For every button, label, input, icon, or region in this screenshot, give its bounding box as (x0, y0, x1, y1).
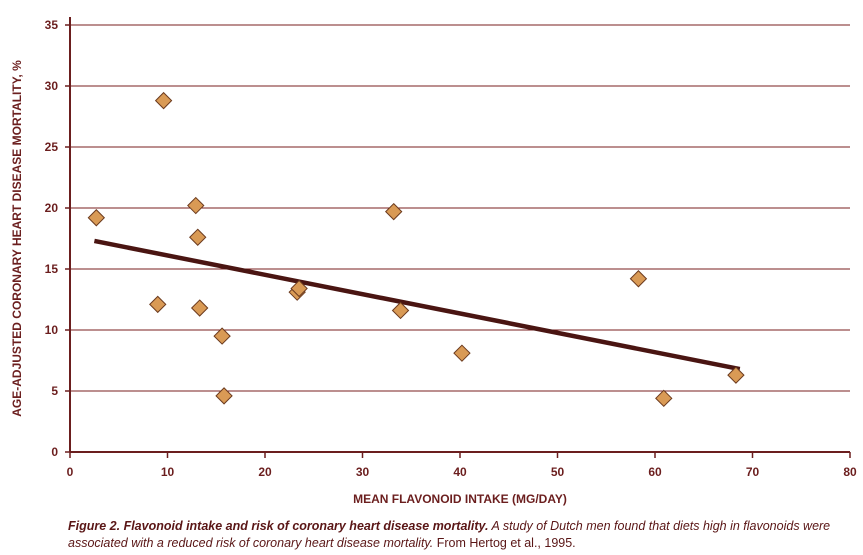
data-point (655, 389, 673, 408)
x-tick-label: 40 (453, 465, 467, 479)
y-tick-label: 0 (51, 445, 58, 459)
y-tick-label: 10 (45, 323, 59, 337)
y-tick-label: 15 (45, 262, 59, 276)
caption-title: Figure 2. Flavonoid intake and risk of c… (68, 519, 489, 533)
figure-caption: Figure 2. Flavonoid intake and risk of c… (68, 518, 858, 552)
y-tick-label: 25 (45, 140, 59, 154)
x-tick-label: 30 (356, 465, 370, 479)
y-tick-label: 35 (45, 18, 59, 32)
y-axis-label: AGE-ADJUSTED CORONARY HEART DISEASE MORT… (10, 60, 24, 417)
data-point (453, 344, 471, 362)
x-tick-label: 50 (551, 465, 565, 479)
data-point (391, 301, 410, 320)
x-tick-label: 70 (746, 465, 760, 479)
data-point (154, 91, 173, 110)
y-tick-label: 30 (45, 79, 59, 93)
data-point (187, 196, 205, 215)
y-tick-label: 5 (51, 384, 58, 398)
data-point (290, 279, 308, 298)
data-point (189, 228, 207, 246)
data-point (87, 209, 106, 227)
x-tick-label: 10 (161, 465, 175, 479)
x-tick-label: 80 (843, 465, 857, 479)
x-tick-label: 60 (648, 465, 662, 479)
caption-source: From Hertog et al., 1995. (433, 536, 576, 550)
data-point (213, 327, 231, 345)
data-point (190, 299, 209, 317)
x-tick-label: 0 (67, 465, 74, 479)
data-point (384, 202, 403, 221)
caption-text: A study of Dutch men found that diets hi… (68, 519, 831, 550)
data-point (629, 270, 648, 288)
data-point (727, 366, 745, 384)
data-point (215, 387, 233, 405)
y-tick-label: 20 (45, 201, 59, 215)
x-tick-label: 20 (258, 465, 272, 479)
x-axis-label: MEAN FLAVONOID INTAKE (MG/DAY) (353, 492, 567, 506)
data-point (149, 295, 167, 314)
trend-line (93, 238, 741, 372)
scatter-chart: 0 5 10 15 20 25 30 35 0 10 20 30 40 50 60 70 80 MEAN FLAV… (10, 17, 857, 506)
